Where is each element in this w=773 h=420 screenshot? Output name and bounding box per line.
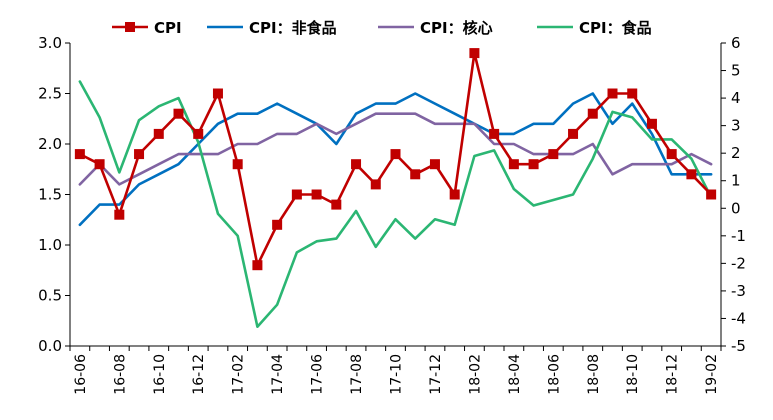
right-tick-label: 6 — [731, 34, 741, 52]
cpi-point — [173, 108, 184, 119]
x-tick-label: 17-02 — [231, 354, 247, 395]
series-line-0 — [78, 51, 713, 267]
right-tick-label: -4 — [731, 309, 746, 327]
right-tick-label: -1 — [731, 227, 746, 245]
x-tick-label: 19-02 — [704, 354, 720, 395]
left-tick-label: 2.5 — [38, 85, 62, 103]
cpi-point — [212, 88, 223, 99]
cpi-point — [351, 159, 362, 170]
right-tick-label: 2 — [731, 144, 741, 162]
cpi-point — [74, 149, 85, 160]
cpi-point — [686, 169, 697, 180]
cpi-point — [94, 159, 105, 170]
legend: CPI CPI：非食品 CPI：核心 CPI：食品 — [112, 19, 652, 37]
cpi-point — [548, 149, 559, 160]
legend-label-0: CPI — [154, 19, 182, 37]
right-tick-label: -2 — [731, 254, 746, 272]
cpi-point — [528, 159, 539, 170]
left-tick-label: 1.0 — [38, 236, 62, 254]
right-tick-label: 3 — [731, 117, 741, 135]
right-tick-label: -3 — [731, 282, 746, 300]
x-tick-label: 18-08 — [586, 354, 602, 395]
cpi-point — [390, 149, 401, 160]
cpi-point — [568, 128, 579, 139]
cpi-point — [469, 48, 480, 59]
cpi-point — [627, 88, 638, 99]
legend-marker — [125, 22, 135, 32]
right-tick-label: 4 — [731, 89, 741, 107]
legend-label-1: CPI：非食品 — [249, 19, 337, 37]
right-tick-label: 1 — [731, 172, 741, 190]
series-layer — [74, 48, 717, 329]
legend-label-3: CPI：食品 — [579, 19, 652, 37]
x-tick-label: 18-12 — [665, 354, 681, 395]
x-tick-label: 16-12 — [191, 354, 207, 395]
left-tick-label: 2.0 — [38, 135, 62, 153]
left-tick-label: 0.5 — [38, 287, 62, 305]
series-line-3 — [78, 80, 713, 329]
cpi-point — [232, 159, 243, 170]
x-tick-label: 16-10 — [152, 354, 168, 395]
x-tick-label: 17-06 — [310, 354, 326, 395]
left-tick-label: 3.0 — [38, 34, 62, 52]
x-tick-label: 18-04 — [507, 354, 523, 395]
cpi-point — [429, 159, 440, 170]
cpi-point — [272, 219, 283, 230]
cpi-point — [252, 260, 263, 271]
cpi-point — [489, 128, 500, 139]
x-tick-label: 17-08 — [349, 354, 365, 395]
x-tick-label: 16-08 — [112, 354, 128, 395]
cpi-point — [587, 108, 598, 119]
cpi-point — [134, 149, 145, 160]
x-tick-label: 17-12 — [428, 354, 444, 395]
cpi-point — [331, 199, 342, 210]
cpi-point — [607, 88, 618, 99]
cpi-point — [508, 159, 519, 170]
right-tick-label: 5 — [731, 62, 741, 80]
cpi-point — [193, 128, 204, 139]
x-tick-label: 18-02 — [467, 354, 483, 395]
cpi-point — [153, 128, 164, 139]
right-tick-label: -5 — [731, 337, 746, 355]
x-tick-label: 17-10 — [389, 354, 405, 395]
series-line-1 — [78, 92, 713, 227]
cpi-point — [666, 149, 677, 160]
cpi-point — [410, 169, 421, 180]
x-tick-label: 18-10 — [625, 354, 641, 395]
axes: 0.0 0.5 1.0 1.5 2.0 2.5 3.0 -5 -4 -3 -2 -1 0 1 2 3 4 5 6 16… — [38, 34, 746, 395]
x-tick-label: 18-06 — [546, 354, 562, 395]
cpi-point — [370, 179, 381, 190]
cpi-point — [291, 189, 302, 200]
cpi-point — [706, 189, 717, 200]
x-tick-label: 16-06 — [73, 354, 89, 395]
cpi-point — [311, 189, 322, 200]
x-tick-label: 17-04 — [270, 354, 286, 395]
series-line-2 — [78, 112, 713, 186]
cpi-point — [646, 118, 657, 129]
legend-label-2: CPI：核心 — [420, 19, 493, 37]
cpi-point — [114, 209, 125, 220]
left-tick-label: 0.0 — [38, 337, 62, 355]
right-tick-label: 0 — [731, 199, 741, 217]
left-tick-label: 1.5 — [38, 186, 62, 204]
cpi-point — [449, 189, 460, 200]
